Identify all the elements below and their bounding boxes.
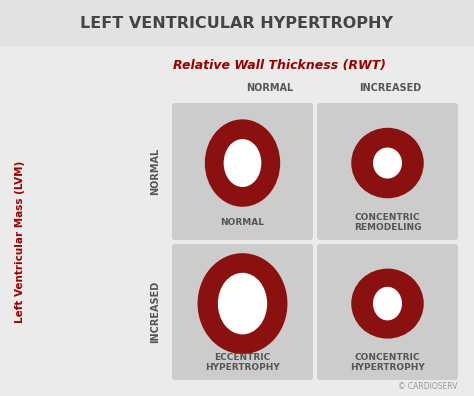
FancyBboxPatch shape [0,0,474,46]
Text: CONCENTRIC
HYPERTROPHY: CONCENTRIC HYPERTROPHY [350,353,425,372]
Text: LEFT VENTRICULAR HYPERTROPHY: LEFT VENTRICULAR HYPERTROPHY [81,15,393,30]
Ellipse shape [373,287,402,320]
Text: NORMAL: NORMAL [150,148,160,195]
Ellipse shape [198,253,287,354]
Ellipse shape [224,139,261,187]
FancyBboxPatch shape [317,244,458,380]
FancyBboxPatch shape [172,244,313,380]
Ellipse shape [218,273,267,334]
Text: INCREASED: INCREASED [150,281,160,343]
Text: CONCENTRIC
REMODELING: CONCENTRIC REMODELING [354,213,421,232]
Ellipse shape [351,128,424,198]
Text: Relative Wall Thickness (RWT): Relative Wall Thickness (RWT) [173,59,386,72]
Text: ECCENTRIC
HYPERTROPHY: ECCENTRIC HYPERTROPHY [205,353,280,372]
Ellipse shape [351,268,424,339]
Text: © CARDIOSERV: © CARDIOSERV [399,382,458,391]
FancyBboxPatch shape [172,103,313,240]
Ellipse shape [205,119,280,207]
Text: NORMAL: NORMAL [220,218,264,227]
Ellipse shape [373,148,402,179]
FancyBboxPatch shape [317,103,458,240]
Text: NORMAL: NORMAL [246,83,293,93]
Text: INCREASED: INCREASED [359,83,421,93]
Text: Left Ventricular Mass (LVM): Left Ventricular Mass (LVM) [15,161,25,323]
